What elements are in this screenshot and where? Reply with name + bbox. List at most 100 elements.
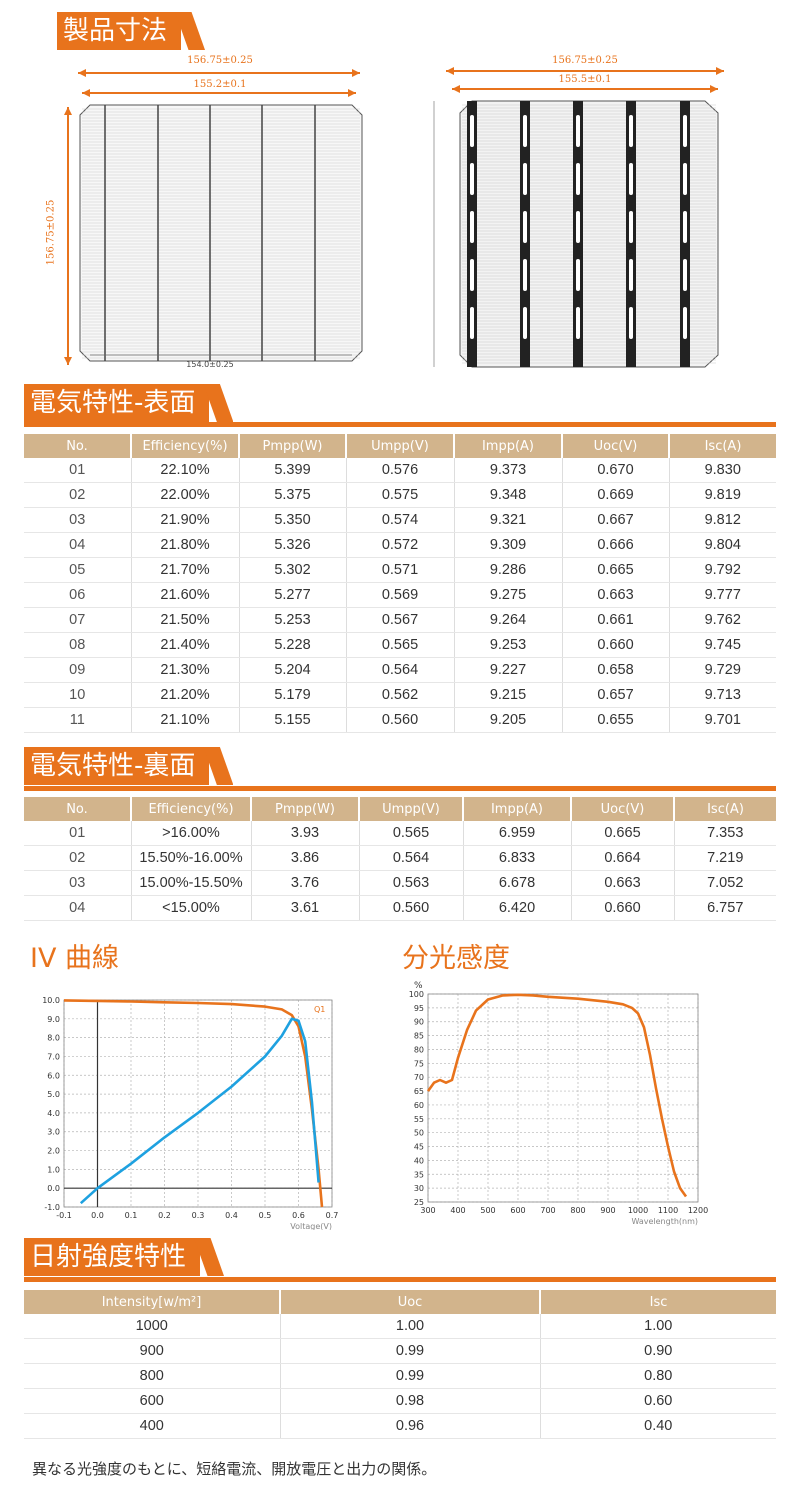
table-cell: 0.657 xyxy=(562,682,670,708)
table-row: 07 21.50% 5.253 0.567 9.264 0.661 9.762 xyxy=(24,607,776,633)
table-cell: 02 xyxy=(24,845,132,871)
table-cell: 0.563 xyxy=(359,870,464,896)
table-cell: 1.00 xyxy=(280,1314,541,1339)
y-tick-label: 10.0 xyxy=(42,996,60,1005)
table-cell: 0.660 xyxy=(562,632,670,658)
table-cell: 9.215 xyxy=(454,682,563,708)
table-row: 400 0.96 0.40 xyxy=(24,1413,776,1439)
table-cell: 0.560 xyxy=(359,895,464,921)
section-banner-front: 電気特性-表面 xyxy=(24,384,234,422)
section-title: 電気特性-表面 xyxy=(24,384,210,422)
plot-frame xyxy=(63,999,333,1208)
x-tick-label: 500 xyxy=(480,1206,495,1215)
table-cell: 0.667 xyxy=(562,507,670,533)
y-tick-label: 100 xyxy=(409,990,424,999)
table-cell: 22.00% xyxy=(131,482,240,508)
table-cell: 9.205 xyxy=(454,707,563,733)
y-tick-label: 30 xyxy=(414,1184,424,1193)
series-label: Q1 xyxy=(314,1005,325,1014)
table-row: 02 15.50%-16.00% 3.86 0.564 6.833 0.664 7.219 xyxy=(24,845,776,871)
table-cell: 0.80 xyxy=(540,1363,776,1389)
y-tick-label: 8.0 xyxy=(47,1034,60,1043)
table-cell: 9.777 xyxy=(669,582,776,608)
table-cell: 21.90% xyxy=(131,507,240,533)
x-tick-label: 700 xyxy=(540,1206,555,1215)
table-row: 06 21.60% 5.277 0.569 9.275 0.663 9.777 xyxy=(24,582,776,608)
x-tick-label: 800 xyxy=(570,1206,585,1215)
column-header: Uoc xyxy=(280,1290,541,1314)
table-cell: 6.678 xyxy=(463,870,572,896)
table-cell: 21.30% xyxy=(131,657,240,683)
table-cell: 0.40 xyxy=(540,1413,776,1439)
y-tick-label: 4.0 xyxy=(47,1109,60,1118)
table-cell: 9.804 xyxy=(669,532,776,558)
y-tick-label: 85 xyxy=(414,1032,424,1041)
table-cell: 9.792 xyxy=(669,557,776,583)
table-row: 03 21.90% 5.350 0.574 9.321 0.667 9.812 xyxy=(24,507,776,533)
y-tick-label: 80 xyxy=(414,1045,424,1054)
table-cell: 0.565 xyxy=(346,632,455,658)
table-cell: 6.833 xyxy=(463,845,572,871)
table-row: 1000 1.00 1.00 xyxy=(24,1314,776,1339)
inner-dimension-label-back: 155.5±0.1 xyxy=(558,74,612,85)
table-cell: 0.664 xyxy=(571,845,675,871)
y-tick-label: 6.0 xyxy=(47,1071,60,1080)
column-header: No. xyxy=(24,434,132,458)
x-tick-label: 400 xyxy=(450,1206,465,1215)
table-cell: 0.60 xyxy=(540,1388,776,1414)
table-cell: <15.00% xyxy=(131,895,252,921)
outer-dimension-label-back: 156.75±0.25 xyxy=(552,55,618,66)
x-tick-label: 900 xyxy=(600,1206,615,1215)
table-cell: 5.277 xyxy=(239,582,347,608)
table-cell: 02 xyxy=(24,482,132,508)
column-header: Uoc(V) xyxy=(562,434,670,458)
table-cell: 3.61 xyxy=(251,895,360,921)
table-cell: 6.757 xyxy=(674,895,776,921)
table-cell: 22.10% xyxy=(131,458,240,483)
table-cell: 9.819 xyxy=(669,482,776,508)
column-header: Umpp(V) xyxy=(359,797,464,821)
table-cell: 21.80% xyxy=(131,532,240,558)
table-cell: 0.665 xyxy=(571,821,675,846)
table-cell: 6.959 xyxy=(463,821,572,846)
spectral-title: 分光感度 xyxy=(402,943,510,974)
x-tick-label: 1100 xyxy=(658,1206,678,1215)
table-cell: 0.660 xyxy=(571,895,675,921)
table-row: 11 21.10% 5.155 0.560 9.205 0.655 9.701 xyxy=(24,707,776,733)
y-tick-label: 3.0 xyxy=(47,1128,60,1137)
section-title: 日射強度特性 xyxy=(24,1238,201,1276)
section-banner-back: 電気特性-裏面 xyxy=(24,747,234,785)
x-tick-label: 0.6 xyxy=(292,1211,305,1220)
table-cell: 03 xyxy=(24,507,132,533)
table-cell: 0.575 xyxy=(346,482,455,508)
y-tick-label: 95 xyxy=(414,1004,424,1013)
iv-curve-title: IV 曲線 xyxy=(30,943,120,974)
section-rule xyxy=(24,1277,776,1282)
table-cell: 06 xyxy=(24,582,132,608)
table-cell: 21.20% xyxy=(131,682,240,708)
table-cell: 0.560 xyxy=(346,707,455,733)
y-tick-label: 2.0 xyxy=(47,1147,60,1156)
side-dimension-label: 156.75±0.25 xyxy=(45,199,57,266)
table-cell: 9.713 xyxy=(669,682,776,708)
x-axis-label: Wavelength(nm) xyxy=(631,1217,698,1226)
inner-dimension-label: 155.2±0.1 xyxy=(193,79,247,90)
table-cell: 7.052 xyxy=(674,870,776,896)
table-row: 01 22.10% 5.399 0.576 9.373 0.670 9.830 xyxy=(24,458,776,483)
y-tick-label: 40 xyxy=(414,1156,424,1165)
series-line xyxy=(79,1017,320,1205)
table-cell: 3.93 xyxy=(251,821,360,846)
x-tick-label: 0.2 xyxy=(158,1211,171,1220)
y-tick-label: 9.0 xyxy=(47,1015,60,1024)
section-banner-irradiance: 日射強度特性 xyxy=(24,1238,225,1276)
column-header: Isc(A) xyxy=(674,797,776,821)
table-cell: 0.571 xyxy=(346,557,455,583)
table-row: 01 >16.00% 3.93 0.565 6.959 0.665 7.353 xyxy=(24,821,776,846)
table-cell: 10 xyxy=(24,682,132,708)
y-tick-label: 35 xyxy=(414,1170,424,1179)
table-row: 800 0.99 0.80 xyxy=(24,1363,776,1389)
table-cell: 07 xyxy=(24,607,132,633)
plot-frame xyxy=(427,993,699,1203)
table-cell: 5.399 xyxy=(239,458,347,483)
y-tick-label: 45 xyxy=(414,1143,424,1152)
